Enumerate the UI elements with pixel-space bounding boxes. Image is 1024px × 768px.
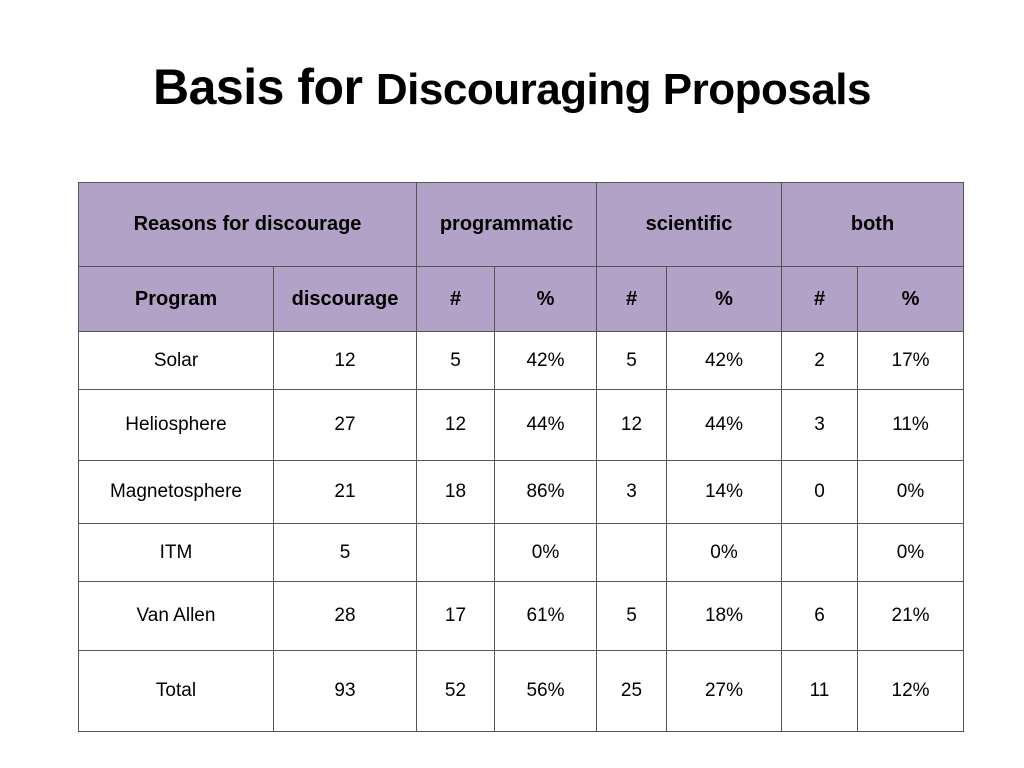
cell-program: Magnetosphere xyxy=(78,460,274,524)
title-rest: Discouraging Proposals xyxy=(375,65,872,114)
cell-discourage: 27 xyxy=(273,389,417,461)
table-row: Solar 12 5 42% 5 42% 2 17% xyxy=(78,331,965,390)
cell-both-count: 11 xyxy=(781,650,859,732)
cell-discourage: 21 xyxy=(273,460,417,524)
cell-both-pct: 0% xyxy=(857,460,965,524)
cell-programmatic-pct: 42% xyxy=(494,331,597,390)
cell-program: Van Allen xyxy=(78,581,274,651)
cell-discourage: 12 xyxy=(273,331,417,390)
cell-scientific-count: 5 xyxy=(596,331,667,390)
cell-both-count: 3 xyxy=(781,389,859,461)
header-both: both xyxy=(781,182,965,267)
table-row: ITM 5 0% 0% 0% xyxy=(78,523,965,582)
cell-both-pct: 17% xyxy=(857,331,965,390)
table-row: Van Allen 28 17 61% 5 18% 6 21% xyxy=(78,581,965,651)
cell-discourage: 93 xyxy=(273,650,417,732)
title-main: Basis for xyxy=(153,59,376,115)
cell-scientific-count: 5 xyxy=(596,581,667,651)
slide-title: Basis for Discouraging Proposals xyxy=(0,58,1024,116)
cell-programmatic-count: 52 xyxy=(416,650,495,732)
cell-programmatic-count xyxy=(416,523,495,582)
header-scientific: scientific xyxy=(595,182,783,267)
cell-scientific-count: 12 xyxy=(596,389,667,461)
cell-both-pct: 0% xyxy=(857,523,965,582)
cell-scientific-pct: 42% xyxy=(665,331,783,390)
subheader-scientific-pct: % xyxy=(665,266,783,332)
cell-both-count: 6 xyxy=(781,581,859,651)
header-programmatic: programmatic xyxy=(416,182,597,267)
subheader-program: Program xyxy=(78,266,274,332)
subheader-both-pct: % xyxy=(857,266,965,332)
cell-scientific-pct: 14% xyxy=(665,460,783,524)
cell-both-pct: 11% xyxy=(857,389,965,461)
cell-discourage: 28 xyxy=(273,581,417,651)
cell-both-pct: 12% xyxy=(857,650,965,732)
cell-scientific-count: 25 xyxy=(596,650,667,732)
cell-programmatic-pct: 61% xyxy=(494,581,597,651)
cell-programmatic-count: 5 xyxy=(416,331,495,390)
cell-scientific-count xyxy=(596,523,667,582)
cell-program: Heliosphere xyxy=(78,389,274,461)
sub-header-row: Program discourage # % # % # % xyxy=(78,266,965,332)
cell-programmatic-count: 12 xyxy=(416,389,495,461)
subheader-programmatic-count: # xyxy=(416,266,495,332)
discourage-basis-table: Reasons for discourage programmatic scie… xyxy=(78,182,965,732)
cell-scientific-pct: 44% xyxy=(665,389,783,461)
cell-program: ITM xyxy=(78,523,274,582)
table-row: Magnetosphere 21 18 86% 3 14% 0 0% xyxy=(78,460,965,524)
subheader-discourage: discourage xyxy=(273,266,417,332)
cell-discourage: 5 xyxy=(273,523,417,582)
cell-both-pct: 21% xyxy=(857,581,965,651)
cell-scientific-count: 3 xyxy=(596,460,667,524)
header-reasons: Reasons for discourage xyxy=(78,182,417,267)
subheader-scientific-count: # xyxy=(596,266,667,332)
cell-scientific-pct: 0% xyxy=(665,523,783,582)
cell-scientific-pct: 18% xyxy=(665,581,783,651)
table-row-total: Total 93 52 56% 25 27% 11 12% xyxy=(78,650,965,732)
cell-programmatic-pct: 0% xyxy=(494,523,597,582)
cell-programmatic-pct: 86% xyxy=(494,460,597,524)
subheader-programmatic-pct: % xyxy=(494,266,597,332)
table-row: Heliosphere 27 12 44% 12 44% 3 11% xyxy=(78,389,965,461)
subheader-both-count: # xyxy=(781,266,859,332)
cell-programmatic-count: 18 xyxy=(416,460,495,524)
cell-both-count xyxy=(781,523,859,582)
cell-scientific-pct: 27% xyxy=(665,650,783,732)
cell-program: Total xyxy=(78,650,274,732)
group-header-row: Reasons for discourage programmatic scie… xyxy=(78,182,965,267)
cell-programmatic-pct: 44% xyxy=(494,389,597,461)
cell-programmatic-count: 17 xyxy=(416,581,495,651)
cell-programmatic-pct: 56% xyxy=(494,650,597,732)
cell-both-count: 0 xyxy=(781,460,859,524)
cell-both-count: 2 xyxy=(781,331,859,390)
cell-program: Solar xyxy=(78,331,274,390)
